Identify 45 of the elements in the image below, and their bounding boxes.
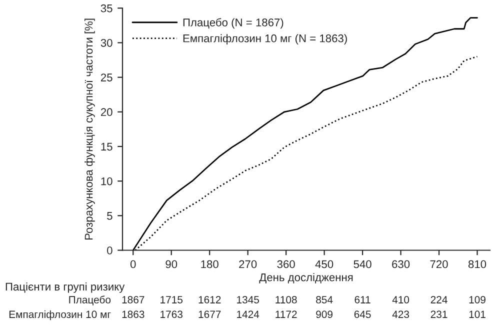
text: 1715	[160, 296, 183, 304]
x-tick-label: 270	[239, 260, 257, 268]
y-tick-label: 15	[101, 142, 112, 151]
text: 1763	[160, 310, 182, 318]
text: 1345	[237, 296, 259, 304]
text: Пацієнти в групі ризику	[6, 282, 125, 293]
text: 109	[469, 296, 486, 304]
y-tick-label: 10	[101, 177, 112, 186]
x-tick-label: 450	[315, 260, 334, 268]
text: 611	[354, 296, 370, 304]
x-tick-label: 90	[166, 260, 178, 268]
x-tick-label: 0	[130, 260, 136, 268]
text: 1677	[198, 310, 221, 318]
text: 1863	[122, 310, 144, 318]
text: 909	[316, 310, 333, 318]
y-tick-label: 20	[100, 108, 112, 116]
x-tick-label: 810	[468, 260, 486, 268]
x-tick-label: 360	[277, 260, 295, 268]
y-tick-label: 35	[100, 4, 112, 12]
legend-label: Емпагліфлозин 10 мг (N = 1863)	[183, 34, 347, 44]
text: Плацебо	[69, 296, 111, 306]
x-tick-label: 630	[392, 260, 410, 268]
y-tick-label: 5	[107, 212, 112, 220]
x-tick-label: 180	[201, 260, 218, 268]
text: 410	[392, 296, 410, 304]
text: 1172	[276, 310, 297, 318]
y-tick-label: 0	[107, 246, 112, 254]
text: 423	[392, 310, 410, 318]
text: 231	[430, 310, 448, 318]
y-tick-label: 30	[100, 38, 112, 47]
text: 1424	[237, 310, 260, 318]
text: 645	[354, 310, 371, 318]
text: 224	[430, 296, 448, 304]
y-axis-title: Розрахункова функція сукупної частоти [%]	[84, 18, 95, 240]
x-tick-label: 540	[354, 260, 372, 268]
text: 1108	[276, 296, 297, 304]
legend-label: Плацебо (N = 1867)	[183, 18, 284, 29]
text: Емпагліфлозин 10 мг	[9, 310, 111, 320]
y-tick-label: 25	[100, 74, 112, 82]
x-axis-title: День дослідження	[259, 273, 353, 284]
text: 1612	[198, 296, 221, 304]
text: 101	[469, 310, 486, 318]
x-tick-label: 720	[430, 260, 448, 268]
text: 854	[316, 296, 333, 304]
text: 1867	[122, 296, 144, 304]
